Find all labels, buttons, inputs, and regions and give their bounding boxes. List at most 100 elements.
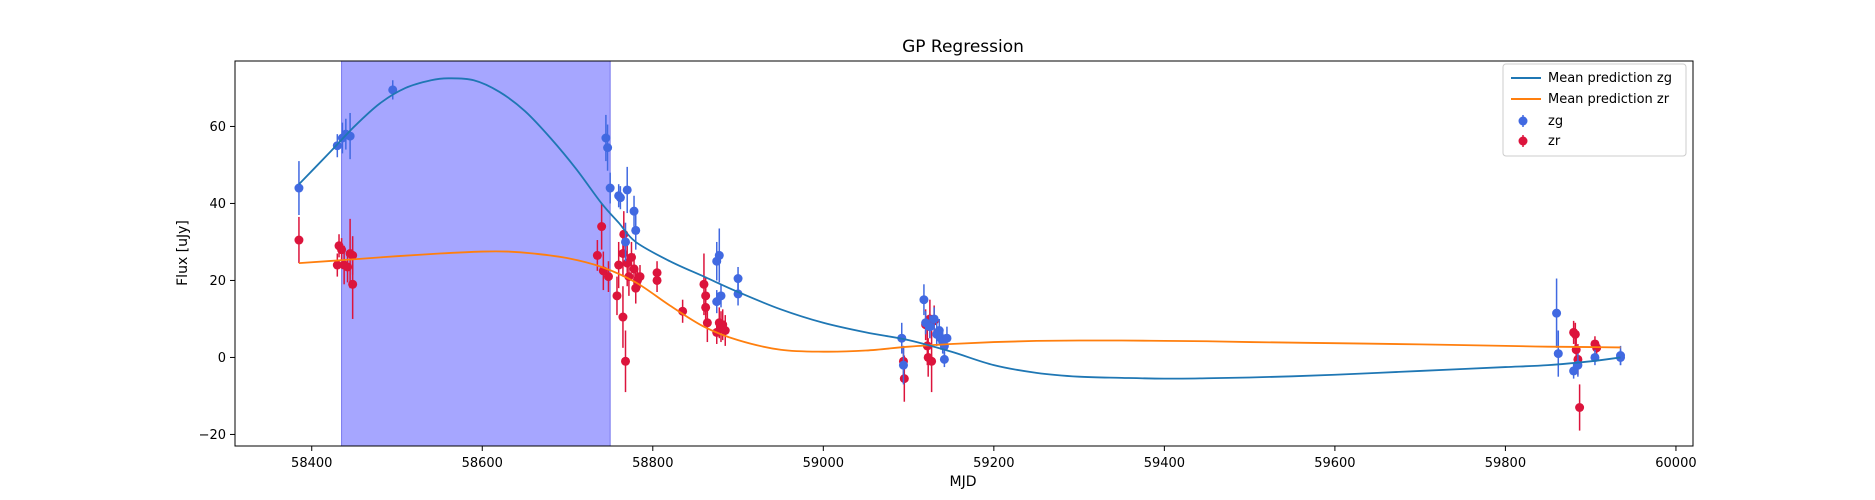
y-tick-label: 20: [209, 274, 226, 289]
zr-marker: [624, 272, 634, 282]
zr-marker: [899, 374, 909, 384]
zg-marker: [629, 206, 639, 216]
zg-point: [929, 307, 939, 331]
zr-point: [1570, 322, 1580, 346]
zg-marker: [925, 322, 935, 332]
zg-marker: [919, 295, 929, 305]
x-tick-label: 58800: [632, 456, 673, 471]
zg-point: [942, 326, 952, 350]
zg-point: [631, 211, 641, 250]
zg-marker: [716, 291, 726, 301]
x-tick-label: 59200: [973, 456, 1014, 471]
x-axis-label: MJD: [950, 474, 977, 490]
zg-point: [939, 351, 949, 368]
zg-point: [716, 284, 726, 308]
y-tick-label: 0: [218, 351, 226, 366]
zg-point: [1552, 278, 1562, 348]
zr-point: [618, 286, 628, 348]
zr-point: [624, 257, 634, 296]
zr-marker: [603, 272, 613, 282]
zg-point: [605, 172, 615, 204]
zr-marker: [592, 250, 602, 260]
x-tick-label: 58400: [291, 456, 332, 471]
zr-marker: [702, 318, 712, 328]
y-tick-label: 60: [209, 120, 226, 135]
zg-point: [1553, 330, 1563, 377]
zg-point: [919, 284, 929, 316]
zg-point: [294, 161, 304, 215]
chart-title: GP Regression: [902, 37, 1024, 57]
zg-point: [621, 222, 631, 262]
legend-label-zg-points: zg: [1548, 114, 1563, 129]
y-tick-label: 40: [209, 197, 226, 212]
zr-point: [927, 330, 937, 393]
x-tick-label: 59400: [1144, 456, 1185, 471]
zr-point: [652, 261, 662, 285]
mean-prediction-zg-line: [298, 77, 1621, 380]
legend-label-zg-line: Mean prediction zg: [1548, 71, 1672, 86]
zg-point: [629, 195, 639, 227]
x-tick-label: 59800: [1485, 456, 1526, 471]
zr-marker: [612, 291, 622, 301]
zr-point: [597, 203, 607, 250]
zr-marker: [699, 279, 709, 289]
zr-point: [702, 303, 712, 343]
zg-marker: [929, 314, 939, 324]
zg-point: [898, 345, 908, 385]
zr-point: [720, 315, 730, 346]
legend-box: [1502, 63, 1687, 157]
zg-marker: [622, 185, 632, 195]
mean-prediction-zr-line: [298, 250, 1621, 353]
zg-marker: [898, 360, 908, 370]
zr-marker: [618, 312, 628, 322]
zr-marker: [678, 306, 688, 316]
zg-marker: [1553, 349, 1563, 359]
zr-marker: [621, 356, 631, 366]
legend-label-zr-line: Mean prediction zr: [1548, 92, 1670, 107]
zg-point: [615, 186, 625, 210]
x-tick-label: 59600: [1314, 456, 1355, 471]
zg-marker: [603, 143, 613, 153]
zg-marker: [601, 133, 611, 143]
zg-marker: [939, 354, 949, 364]
zg-marker: [621, 237, 631, 247]
zr-marker: [332, 260, 342, 270]
plot-frame: [234, 60, 1694, 447]
zr-marker: [348, 279, 358, 289]
zr-marker: [927, 356, 937, 366]
zr-marker: [629, 264, 639, 274]
x-tick-label: 59000: [803, 456, 844, 471]
zr-marker: [701, 302, 711, 312]
zg-marker: [294, 183, 304, 193]
zr-point: [603, 261, 613, 292]
zg-marker: [615, 193, 625, 203]
x-tick-label: 60000: [1655, 456, 1696, 471]
shaded-region: [341, 60, 611, 447]
zg-point: [622, 166, 632, 214]
zr-marker: [652, 268, 662, 278]
zg-marker: [605, 183, 615, 193]
zr-marker: [614, 260, 624, 270]
zr-marker: [294, 235, 304, 245]
zr-marker: [1570, 329, 1580, 339]
x-tick-label: 58600: [462, 456, 503, 471]
legend: Mean prediction zg Mean prediction zr zg…: [1502, 63, 1687, 157]
zr-point: [348, 236, 358, 275]
zg-point: [388, 80, 398, 100]
y-axis-label: Flux [uJy]: [175, 220, 191, 286]
zg-marker: [1552, 308, 1562, 318]
zr-point: [612, 276, 622, 316]
legend-marker-zr: [1518, 136, 1528, 146]
zr-marker: [720, 326, 730, 335]
zr-point: [1575, 384, 1585, 431]
zr-point: [332, 253, 342, 277]
legend-marker-zg: [1518, 116, 1528, 126]
zg-marker: [733, 274, 743, 284]
legend-label-zr-points: zr: [1548, 134, 1561, 149]
y-tick-label: −20: [199, 428, 226, 443]
zg-point: [603, 124, 613, 171]
zr-point: [621, 330, 631, 393]
zr-marker: [597, 222, 607, 232]
zg-marker: [942, 333, 952, 343]
